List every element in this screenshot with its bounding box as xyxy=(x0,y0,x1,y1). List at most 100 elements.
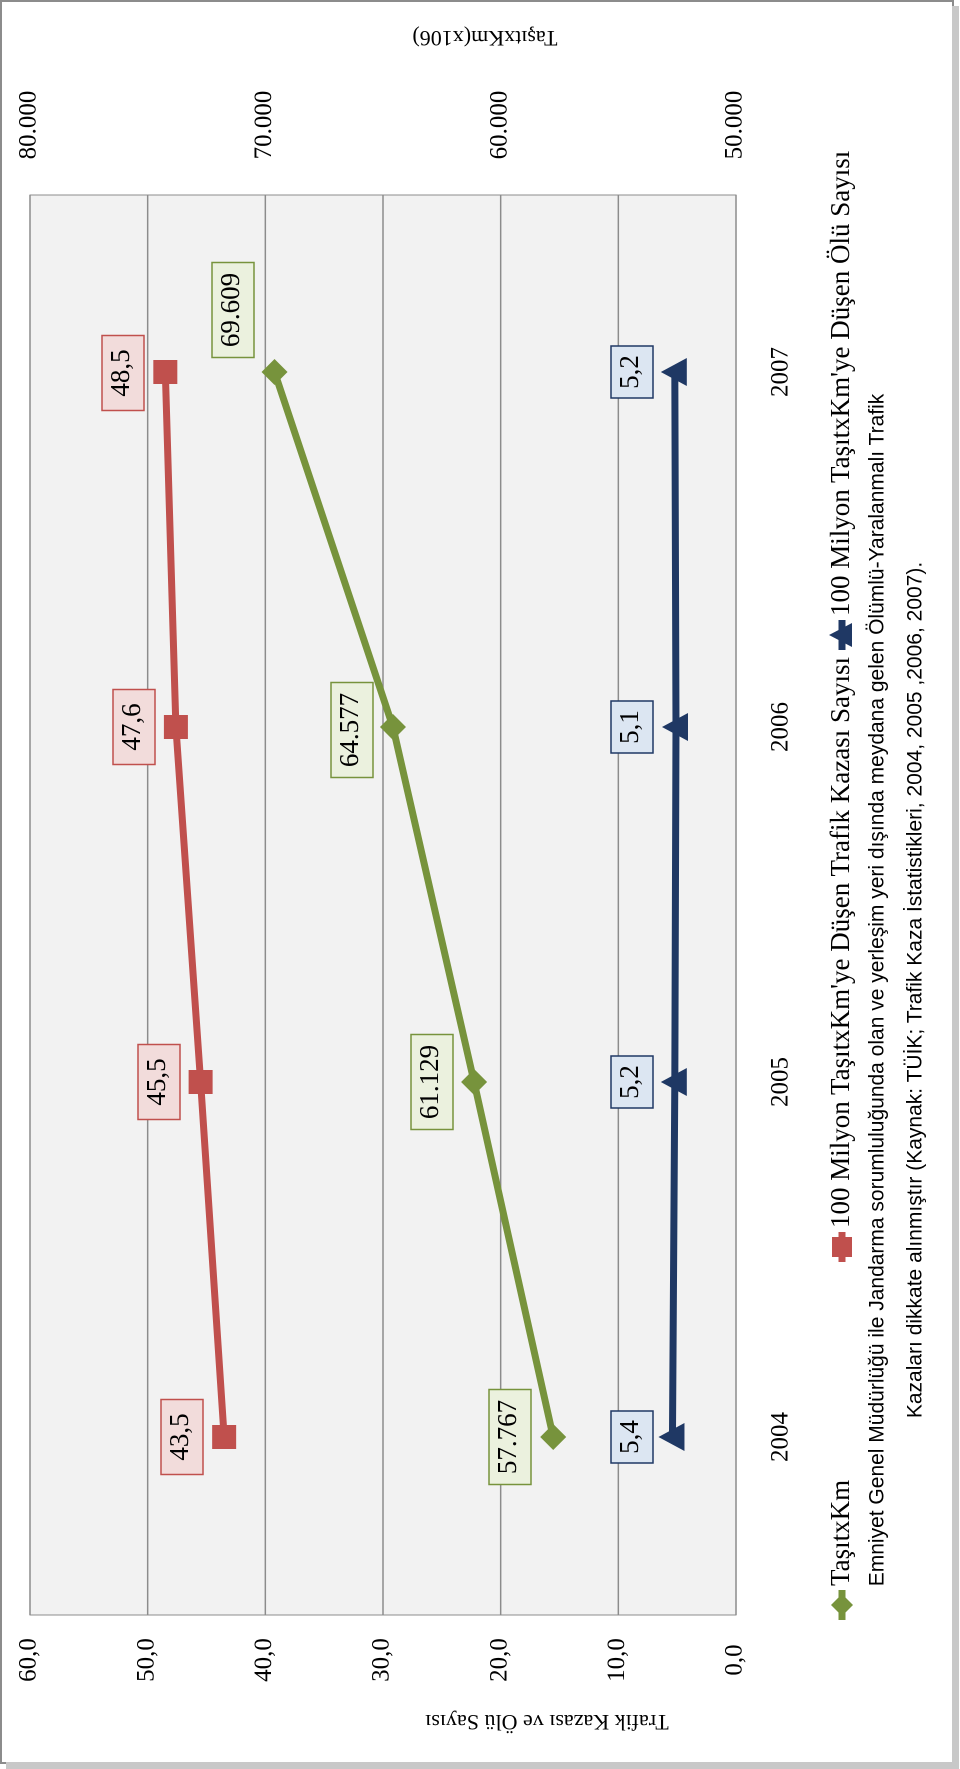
right-axis-tick-label: 60.000 xyxy=(485,91,512,160)
data-label-box xyxy=(410,1033,454,1131)
right-tick-group: 60.000 xyxy=(485,91,512,160)
right-tick-group: 70.000 xyxy=(250,91,277,160)
data-label-text: 5,2 xyxy=(614,355,644,389)
data-label-box xyxy=(160,1398,204,1476)
data-label-text: 45,5 xyxy=(141,1058,171,1105)
left-axis-tick-label: 60,0 xyxy=(15,1638,42,1682)
category-tick-group: 2006 xyxy=(767,702,794,752)
left-axis-tick-label: 20,0 xyxy=(485,1638,512,1682)
series-square xyxy=(153,360,237,1449)
data-label-box xyxy=(488,1388,532,1486)
data-label-text: 47,6 xyxy=(116,703,146,750)
data-label-box xyxy=(112,688,156,766)
data-label: 5,4 xyxy=(610,1410,654,1464)
series-line xyxy=(271,370,557,1438)
data-point xyxy=(188,1070,213,1094)
legend-label: 100 Milyon TaşıtxKm'ye Düşen Trafik Kaza… xyxy=(825,657,855,1228)
left-tick-group: 10,0 xyxy=(603,1638,630,1682)
right-axis-tick-label: 70.000 xyxy=(250,91,277,160)
category-tick-label: 2007 xyxy=(767,347,794,397)
data-label: 47,6 xyxy=(112,688,156,766)
data-point xyxy=(660,1068,687,1096)
left-axis-tick-label: 30,0 xyxy=(368,1638,395,1682)
data-label: 48,5 xyxy=(101,334,145,412)
data-label: 5,2 xyxy=(610,1055,654,1109)
legend-label: 100 Milyon TaşıtxKm'ye Düşen Ölü Sayısı xyxy=(825,151,855,616)
tick-labels: 0,0 10,0 20,0 30,0 40,0 50,0 60,0 50.000 60.000 7… xyxy=(15,91,794,1682)
series-diamond xyxy=(261,359,567,1450)
data-point xyxy=(379,714,406,740)
data-label-box xyxy=(610,345,654,399)
data-point xyxy=(212,1425,237,1449)
legend-marker xyxy=(831,1594,853,1616)
right-axis-title: TaşıtxKm(x106) xyxy=(412,26,557,51)
data-label: 57.767 xyxy=(488,1388,532,1486)
left-tick-group: 30,0 xyxy=(368,1638,395,1682)
data-label-text: 43,5 xyxy=(164,1413,194,1460)
data-point xyxy=(540,1424,567,1450)
series-layer xyxy=(153,358,688,1451)
left-tick-group: 50,0 xyxy=(132,1638,159,1682)
data-point xyxy=(261,359,288,385)
data-labels: 57.767 61.129 64.577 69.609 43,5 45,5 47,6 48,5… xyxy=(101,261,654,1486)
data-label-text: 5,2 xyxy=(614,1065,644,1099)
data-label-text: 69.609 xyxy=(215,273,245,347)
category-tick-group: 2005 xyxy=(767,1057,794,1107)
data-point xyxy=(153,360,178,384)
category-tick-group: 2004 xyxy=(767,1412,794,1463)
data-label-box xyxy=(137,1043,181,1121)
legend-marker xyxy=(829,623,852,647)
data-label-box xyxy=(330,681,374,779)
category-tick-label: 2004 xyxy=(767,1412,794,1463)
data-point xyxy=(661,713,688,741)
right-tick-group: 50.000 xyxy=(721,91,748,160)
series-line xyxy=(161,371,228,1438)
gridlines xyxy=(29,195,737,1615)
data-label-box xyxy=(610,1055,654,1109)
right-axis-tick-label: 50.000 xyxy=(721,91,748,160)
data-label-box xyxy=(101,334,145,412)
legend-entry: 100 Milyon TaşıtxKm'ye Düşen Trafik Kaza… xyxy=(825,657,855,1262)
data-label-box xyxy=(211,261,255,359)
footnote-line-1: Emniyet Genel Müdürlüğü ile Jandarma sor… xyxy=(866,393,889,1586)
right-axis-title-group: TaşıtxKm(x106) xyxy=(412,26,557,51)
footnote: Emniyet Genel Müdürlüğü ile Jandarma sor… xyxy=(866,393,927,1586)
data-label-box xyxy=(610,1410,654,1464)
data-label-box xyxy=(610,700,654,754)
category-tick-group: 2007 xyxy=(767,347,794,397)
chart-shadow-right xyxy=(952,6,959,1769)
data-label: 61.129 xyxy=(410,1033,454,1131)
data-point xyxy=(660,358,687,386)
data-label: 43,5 xyxy=(160,1398,204,1476)
series-line xyxy=(668,371,680,1438)
left-axis-tick-label: 10,0 xyxy=(603,1638,630,1682)
data-label: 64.577 xyxy=(330,681,374,779)
left-tick-group: 60,0 xyxy=(15,1638,42,1682)
right-tick-group: 80.000 xyxy=(15,91,42,160)
left-axis-tick-label: 0,0 xyxy=(721,1644,748,1675)
legend: TaşıtxKm 100 Milyon TaşıtxKm'ye Düşen Tra… xyxy=(825,151,855,1620)
data-label-text: 48,5 xyxy=(105,349,135,396)
legend-marker xyxy=(832,1237,852,1257)
data-label-text: 5,4 xyxy=(614,1420,644,1454)
left-tick-group: 0,0 xyxy=(721,1644,748,1675)
left-axis-title-group: Trafik Kazası ve Ölü Sayısı xyxy=(425,1710,669,1735)
left-axis-tick-label: 40,0 xyxy=(250,1638,277,1682)
data-point xyxy=(461,1069,488,1095)
left-axis-title: Trafik Kazası ve Ölü Sayısı xyxy=(425,1710,669,1735)
data-label: 45,5 xyxy=(137,1043,181,1121)
left-axis-tick-label: 50,0 xyxy=(132,1638,159,1682)
data-point xyxy=(163,715,188,739)
legend-entry: 100 Milyon TaşıtxKm'ye Düşen Ölü Sayısı xyxy=(825,151,855,650)
data-label-text: 64.577 xyxy=(334,693,364,767)
legend-entry: TaşıtxKm xyxy=(825,1480,855,1620)
chart-shadow-bottom xyxy=(6,1762,959,1769)
data-label: 69.609 xyxy=(211,261,255,359)
footnote-line-2: Kazaları dikkate alınmıştır (Kaynak: TÜİ… xyxy=(904,562,927,1418)
data-point xyxy=(658,1423,685,1451)
data-label-text: 57.767 xyxy=(492,1400,522,1474)
series-triangle xyxy=(658,358,688,1451)
data-label: 5,2 xyxy=(610,345,654,399)
